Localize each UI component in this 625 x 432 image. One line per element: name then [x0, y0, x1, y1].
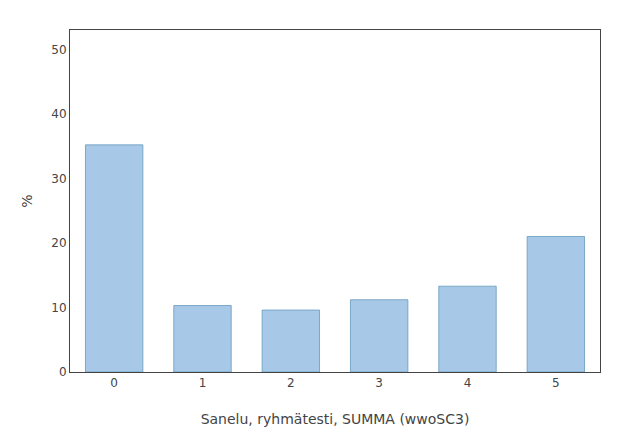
- svg-text:0: 0: [59, 365, 67, 379]
- svg-text:%: %: [19, 194, 35, 207]
- svg-text:40: 40: [51, 107, 66, 121]
- svg-text:4: 4: [464, 376, 472, 390]
- svg-text:Sanelu, ryhmätesti, SUMMA (wwo: Sanelu, ryhmätesti, SUMMA (wwoSC3): [201, 411, 470, 427]
- svg-text:0: 0: [110, 376, 118, 390]
- svg-text:5: 5: [552, 376, 560, 390]
- svg-text:3: 3: [375, 376, 383, 390]
- svg-text:10: 10: [51, 301, 66, 315]
- svg-text:30: 30: [51, 172, 66, 186]
- svg-text:1: 1: [199, 376, 207, 390]
- svg-text:2: 2: [287, 376, 295, 390]
- svg-text:50: 50: [51, 43, 66, 57]
- svg-text:20: 20: [51, 236, 66, 250]
